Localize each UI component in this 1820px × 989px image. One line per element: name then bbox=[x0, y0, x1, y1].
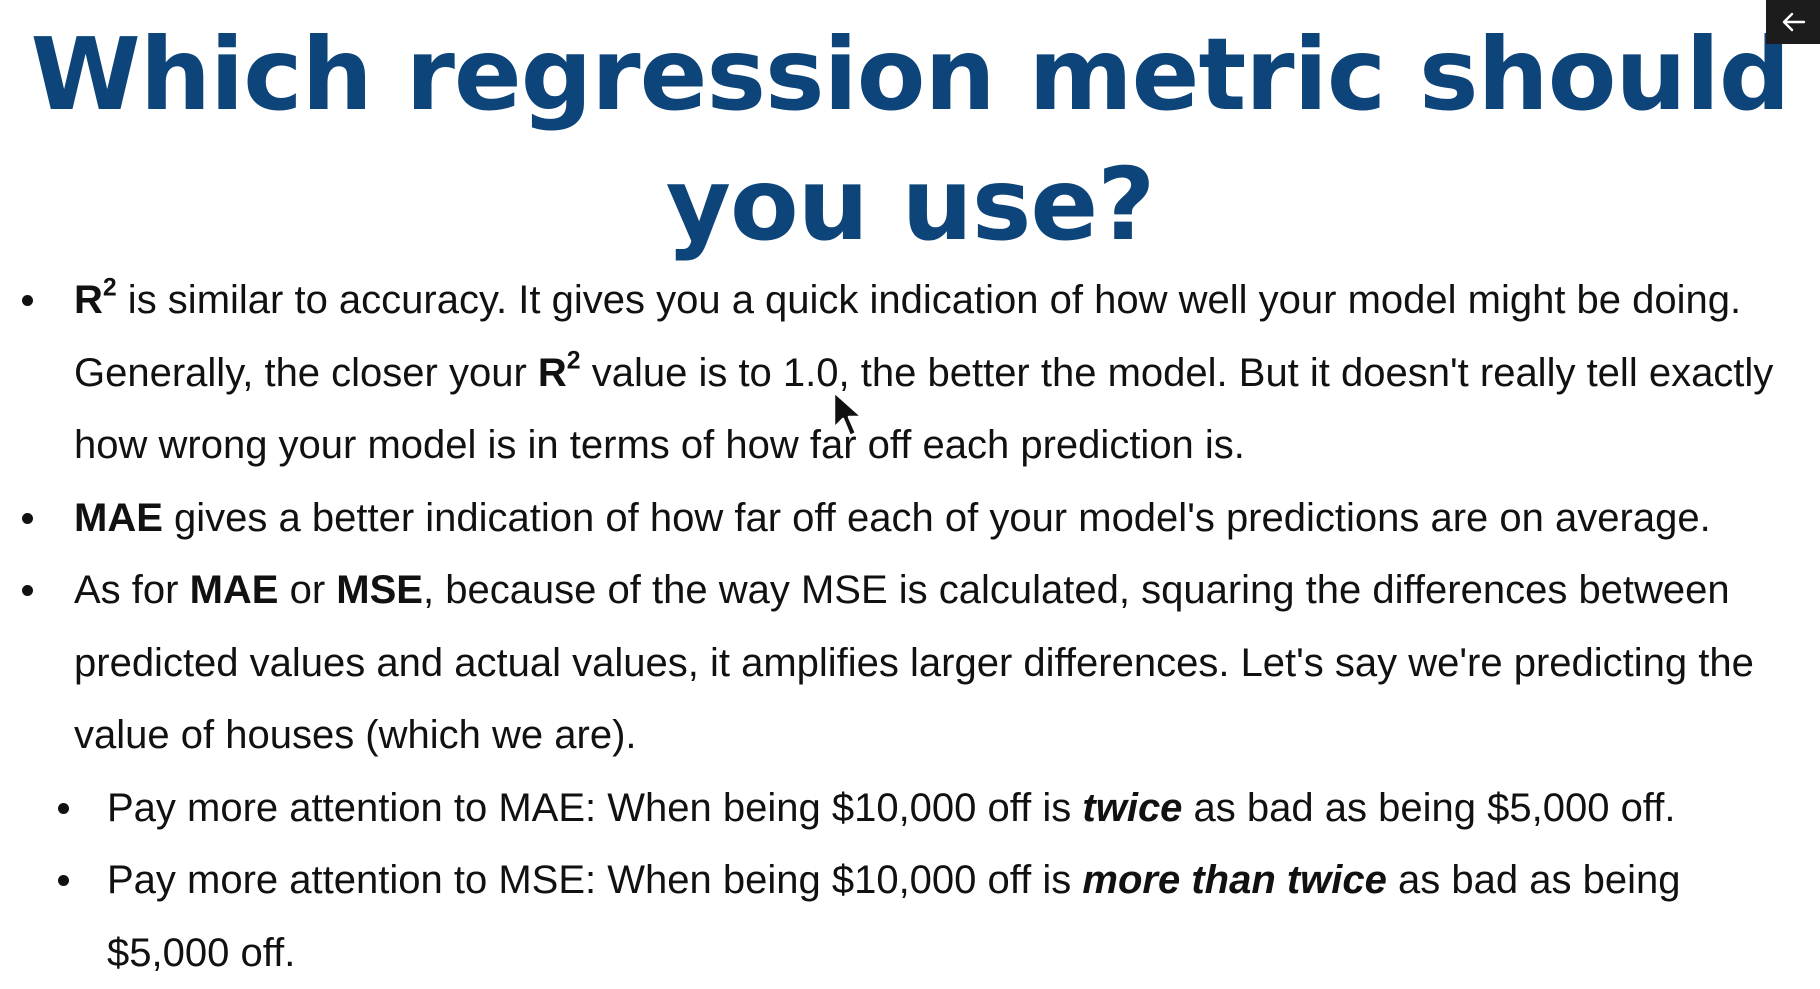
bullet-text-normal: , because of the way MSE is calculated, … bbox=[74, 568, 1754, 757]
bullet-text-sup: 2 bbox=[566, 347, 581, 375]
bullet-text-bold: MSE bbox=[336, 568, 423, 612]
bullet-dot bbox=[22, 295, 33, 306]
mouse-pointer-icon bbox=[832, 390, 864, 438]
list-item: R2 is similar to accuracy. It gives you … bbox=[0, 264, 1820, 482]
slide-title: Which regression metric should you use? bbox=[30, 16, 1791, 263]
bullet-text-bolditalic: twice bbox=[1082, 785, 1183, 830]
back-button[interactable] bbox=[1766, 0, 1820, 44]
list-item: MAE gives a better indication of how far… bbox=[0, 482, 1820, 555]
bullet-dot bbox=[22, 512, 33, 524]
bullet-text-sup: 2 bbox=[102, 274, 117, 302]
sub-list-item: Pay more attention to MSE: When being $1… bbox=[0, 844, 1820, 989]
bullet-text-normal: value is to 1.0, the better the model. B… bbox=[74, 350, 1774, 468]
bullet-text-normal: or bbox=[278, 568, 337, 612]
bullet-text-bold: MAE bbox=[74, 495, 163, 540]
sub-list-item: Pay more attention to MAE: When being $1… bbox=[0, 772, 1820, 845]
bullet-text-normal: Pay more attention to MAE: When being $1… bbox=[107, 785, 1083, 830]
bullet-text-normal: as bad as being $5,000 off. bbox=[107, 858, 1681, 975]
bullet-text-normal: is similar to accuracy. It gives you a q… bbox=[74, 278, 1742, 395]
bullet-dot bbox=[58, 875, 69, 886]
bullet-list: R2 is similar to accuracy. It gives you … bbox=[0, 264, 1820, 989]
list-item: As for MAE or MSE, because of the way MS… bbox=[0, 554, 1820, 772]
bullet-text-bolditalic: more than twice bbox=[1082, 858, 1387, 902]
bullet-text-bold: R bbox=[74, 278, 103, 322]
bullet-text-normal: Pay more attention to MSE: When being $1… bbox=[107, 858, 1083, 902]
bullet-text-normal: gives a better indication of how far off… bbox=[162, 495, 1711, 540]
bullet-dot bbox=[58, 802, 69, 814]
arrow-left-icon bbox=[1782, 12, 1806, 32]
bullet-text-normal: As for bbox=[74, 568, 190, 612]
bullet-text-normal: as bad as being $5,000 off. bbox=[1182, 785, 1676, 830]
bullet-dot bbox=[22, 585, 33, 596]
bullet-text-bold: MAE bbox=[189, 568, 279, 612]
bullet-text-bold: R bbox=[537, 350, 567, 395]
